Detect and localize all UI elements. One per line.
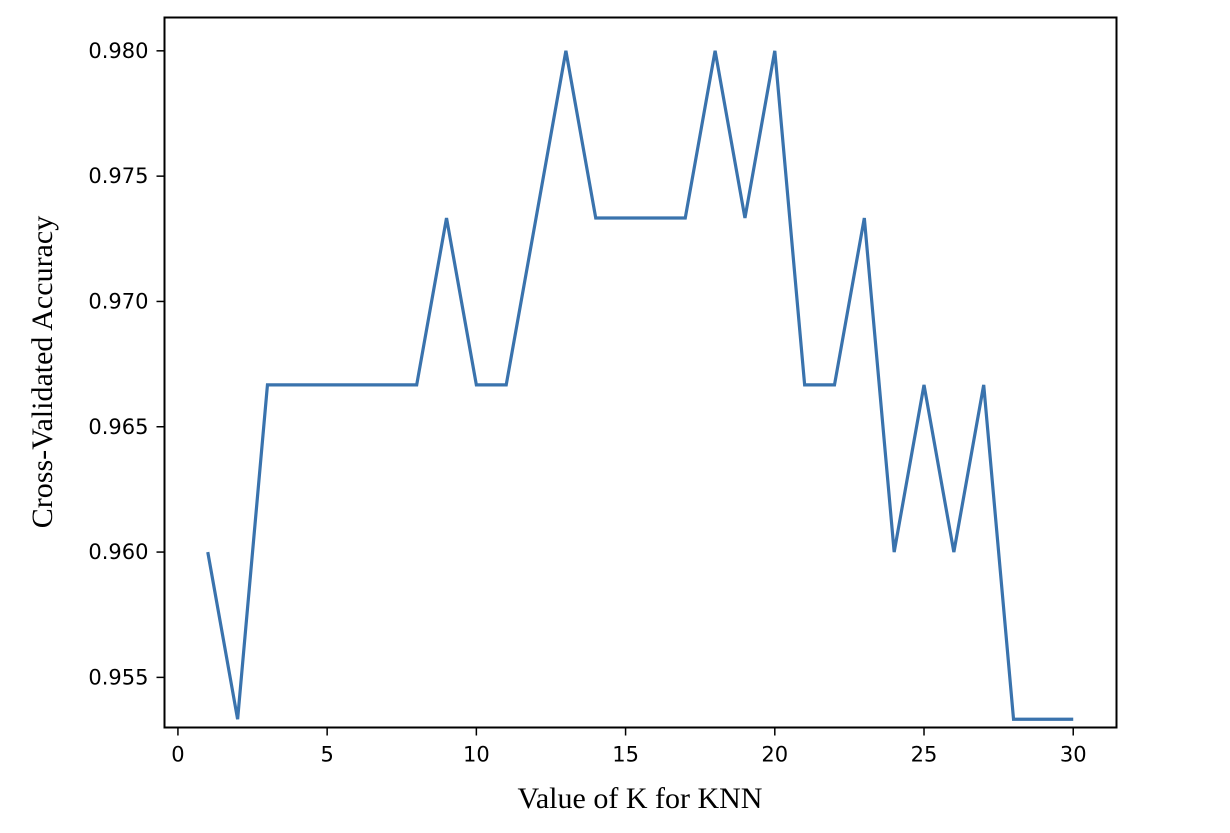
x-axis: 0 5 10 15 20 25 30 (171, 728, 1086, 767)
axes-frame (165, 18, 1117, 728)
y-tick-label: 0.980 (88, 39, 148, 63)
x-tick-label: 25 (911, 743, 938, 767)
y-tick-label: 0.965 (88, 415, 148, 439)
y-tick-label: 0.975 (88, 164, 148, 188)
y-tick-label: 0.970 (88, 289, 148, 313)
x-tick-label: 20 (761, 743, 788, 767)
x-tick-label: 0 (171, 743, 184, 767)
y-tick-label: 0.960 (88, 540, 148, 564)
x-tick-label: 15 (612, 743, 639, 767)
y-tick-label: 0.955 (88, 665, 148, 689)
x-tick-label: 30 (1060, 743, 1087, 767)
x-axis-label: Value of K for KNN (518, 782, 763, 815)
plot-area (165, 18, 1117, 728)
series-line (208, 51, 1073, 719)
y-axis-label: Cross-Validated Accuracy (26, 216, 59, 528)
series-layer (208, 51, 1074, 720)
y-axis: 0.955 0.960 0.965 0.970 0.975 0.980 (88, 39, 164, 690)
x-tick-label: 10 (463, 743, 490, 767)
x-tick-label: 5 (320, 743, 333, 767)
